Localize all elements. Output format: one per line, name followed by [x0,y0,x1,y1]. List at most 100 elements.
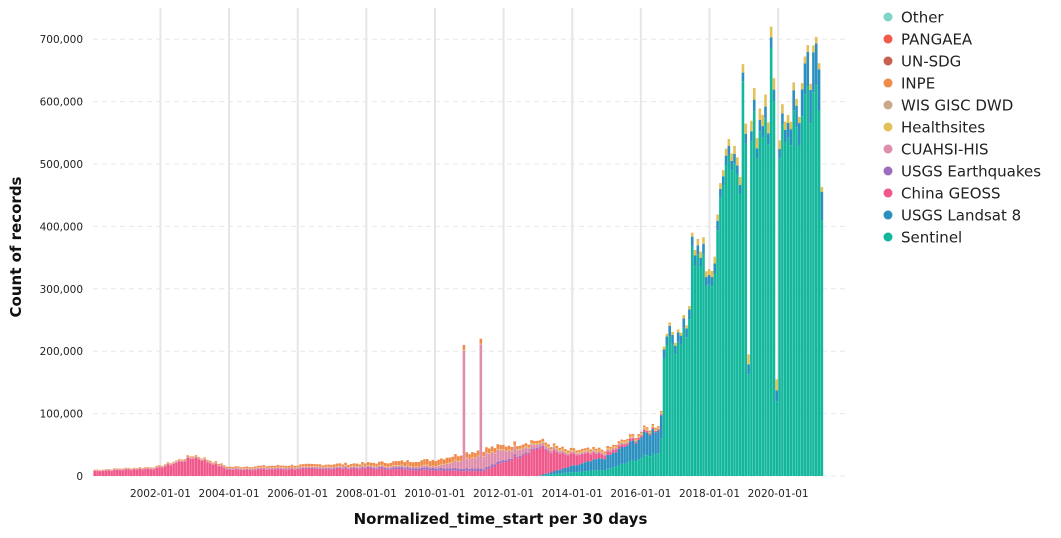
bar-segment [409,466,412,467]
bar-segment [432,465,435,466]
bar-segment [251,469,254,470]
bar-segment [635,442,638,444]
bar-segment [595,454,598,460]
bar-segment [660,411,663,412]
bar-segment [575,465,578,472]
bar-segment [688,319,691,476]
bar-segment [243,470,246,476]
bar-segment [716,221,719,230]
bar-segment [536,443,539,444]
bar-segment [632,436,635,438]
bar-segment [381,468,384,476]
bar-segment [705,271,708,277]
bar-segment [437,466,440,469]
bar-segment [564,454,567,468]
legend-label: CUAHSI-HIS [901,141,989,159]
bar-segment [527,454,530,476]
bar-segment [499,463,502,476]
bar-segment [522,448,525,454]
bar-segment [589,461,592,471]
bar-segment [178,459,181,460]
bar-segment [299,468,302,469]
bar-segment [730,153,733,161]
bar-segment [550,473,553,475]
y-tick-label: 500,000 [40,159,83,171]
bar-segment [429,471,432,476]
bar-segment [423,470,426,476]
bar-segment [220,466,223,476]
bar-segment [384,466,387,467]
bar-segment [544,475,547,476]
bar-segment [736,175,739,476]
bar-segment [412,462,415,466]
bar-segment [637,440,640,459]
bar-segment [587,461,590,471]
bar-segment [733,163,736,476]
bar-segment [728,139,731,146]
y-tick-label: 300,000 [40,284,83,296]
bar-segment [570,450,573,451]
bar-segment [254,470,257,476]
bar-segment [350,469,353,476]
bar-segment [384,469,387,476]
bar-segment [544,446,547,449]
bar-segment [530,443,533,444]
bar-segment [578,464,581,471]
bar-segment [150,468,153,469]
bar-segment [189,458,192,459]
y-tick-label: 200,000 [40,346,83,358]
bar-segment [626,446,629,463]
bar-segment [401,465,404,466]
bar-segment [629,461,632,477]
bar-segment [547,451,550,473]
bar-segment [533,448,536,449]
bar-segment [319,467,322,468]
bar-segment [302,469,305,476]
bar-segment [387,467,390,468]
bar-segment [505,451,508,460]
bar-segment [195,458,198,476]
bar-segment [415,466,418,467]
bar-segment [736,166,739,175]
bar-segment [333,467,336,468]
bar-segment [615,467,618,476]
bar-segment [370,466,373,467]
bar-segment [527,448,530,452]
bar-segment [488,454,491,466]
bar-segment [815,37,818,44]
bar-segment [550,447,553,449]
bar-segment [725,149,728,156]
bar-segment [198,459,201,476]
bar-segment [358,464,361,466]
bar-segment [423,465,426,467]
bar-segment [313,468,316,469]
bar-segment [325,468,328,469]
bar-segment [640,458,643,476]
bar-segment [573,454,576,466]
bar-segment [567,451,570,453]
bar-segment [561,473,564,476]
bar-segment [356,464,359,466]
bar-segment [790,122,793,129]
bar-segment [434,469,437,471]
bar-segment [285,470,288,476]
bar-segment [812,92,815,476]
bar-segment [516,449,519,450]
bar-segment [511,450,514,451]
bar-segment [561,447,564,449]
bar-segment [764,107,767,119]
bar-segment [226,469,229,476]
bar-segment [787,137,790,476]
bar-segment [485,447,488,452]
bar-segment [398,461,401,465]
bar-segment [767,144,770,476]
bar-segment [561,453,564,469]
bar-segment [812,52,815,92]
bar-segment [107,470,110,471]
bar-segment [361,467,364,468]
bar-segment [457,462,460,469]
bar-segment [319,466,322,467]
bar-segment [99,471,102,472]
bar-segment [637,436,640,438]
bar-segment [792,110,795,476]
